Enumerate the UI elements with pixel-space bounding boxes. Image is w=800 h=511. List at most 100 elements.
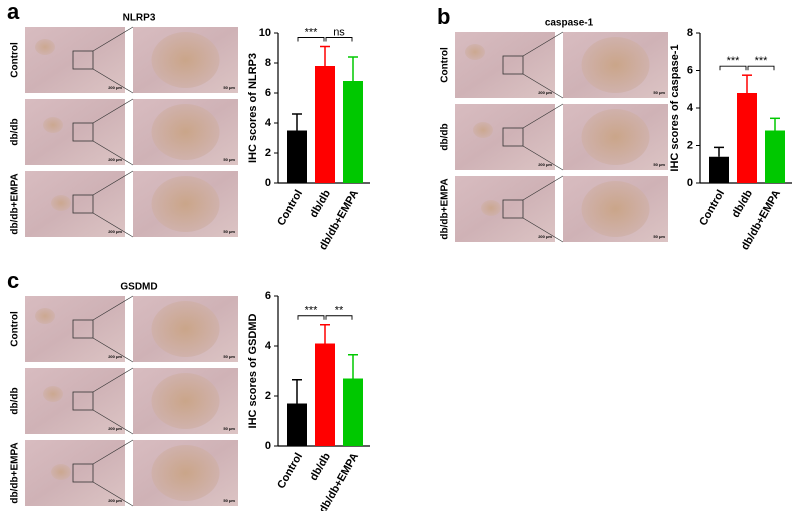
significance-label: *** (755, 55, 769, 67)
scale-bar-label: 200 μm (538, 90, 552, 95)
micrograph-overview (25, 99, 125, 165)
islet (581, 37, 650, 93)
x-tick-label: Control (697, 188, 727, 228)
significance-bracket (747, 65, 775, 71)
zoom-line (522, 73, 564, 99)
zoom-box (72, 50, 94, 70)
image-title: NLRP3 (123, 13, 156, 24)
zoom-line (92, 481, 134, 507)
y-tick-label: 2 (265, 147, 271, 159)
row-label: Control (10, 42, 21, 78)
zoom-line (522, 103, 564, 129)
panel-label: b (437, 4, 450, 29)
row-label: db/db (10, 387, 21, 414)
zoom-box (502, 199, 524, 219)
scale-bar-label: 200 μm (108, 498, 122, 503)
error-bar (348, 56, 358, 81)
y-tick-label: 2 (687, 139, 693, 151)
bar (315, 66, 335, 183)
panel-label: c (7, 268, 19, 293)
tissue-region (481, 200, 501, 216)
significance-bracket (297, 37, 325, 42)
zoom-line (522, 145, 564, 171)
scale-bar-label: 50 μm (653, 90, 665, 95)
zoom-line (92, 295, 134, 321)
zoom-line (92, 26, 134, 52)
scale-bar-label: 200 μm (108, 354, 122, 359)
zoom-line (92, 68, 134, 94)
row-label: db/db+EMPA (10, 173, 21, 234)
micrograph-overview (455, 32, 555, 98)
bar (737, 93, 757, 183)
panel-label: a (7, 0, 20, 24)
error-bar (348, 354, 358, 379)
zoom-box (502, 55, 524, 75)
zoom-box (72, 122, 94, 142)
x-tick-label: db/db (308, 188, 333, 220)
row-label: db/db+EMPA (10, 442, 21, 503)
micrograph-overview (25, 440, 125, 506)
bar (765, 130, 785, 183)
zoom-box (72, 391, 94, 411)
islet (581, 109, 650, 165)
micrograph-overview (25, 368, 125, 434)
bar (709, 156, 729, 183)
zoom-line (92, 439, 134, 465)
y-axis-label: IHC scores of NLRP3 (247, 53, 259, 163)
image-title: GSDMD (120, 282, 157, 293)
bar (287, 403, 307, 446)
scale-bar-label: 50 μm (223, 426, 235, 431)
tissue-region (35, 308, 55, 324)
error-bar (292, 379, 302, 404)
zoom-line (522, 217, 564, 243)
y-tick-label: 4 (687, 102, 694, 114)
islet (151, 176, 220, 232)
error-bar (714, 146, 724, 157)
tissue-region (35, 39, 55, 55)
tissue-region (473, 122, 493, 138)
zoom-line (92, 98, 134, 124)
zoom-box (72, 319, 94, 339)
micrograph-overview (25, 27, 125, 93)
y-tick-label: 4 (265, 117, 272, 129)
tissue-region (51, 464, 71, 480)
significance-bracket (325, 315, 353, 320)
significance-label: *** (305, 26, 319, 38)
y-axis-label: IHC scores of GSDMD (247, 313, 259, 428)
tissue-region (43, 117, 63, 133)
micrograph-overview (25, 296, 125, 362)
error-bar (742, 74, 752, 93)
zoom-box (72, 194, 94, 214)
y-tick-label: 0 (265, 440, 271, 452)
scale-bar-label: 200 μm (108, 85, 122, 90)
significance-label: ns (333, 26, 345, 38)
zoom-line (92, 367, 134, 393)
zoom-line (92, 409, 134, 435)
bar (287, 130, 307, 183)
scale-bar-label: 200 μm (538, 234, 552, 239)
significance-bracket (325, 37, 353, 42)
scale-bar-label: 200 μm (538, 162, 552, 167)
bar (343, 81, 363, 183)
scale-bar-label: 50 μm (223, 157, 235, 162)
micrograph-overview (455, 104, 555, 170)
row-label: db/db+EMPA (440, 178, 451, 239)
y-tick-label: 8 (687, 27, 693, 39)
zoom-line (92, 140, 134, 166)
islet (151, 445, 220, 501)
significance-bracket (297, 315, 325, 320)
error-bar (292, 113, 302, 131)
x-tick-label: db/db (308, 451, 333, 483)
islet (151, 104, 220, 160)
micrograph-overview (25, 171, 125, 237)
image-title: caspase-1 (545, 18, 594, 29)
scale-bar-label: 50 μm (223, 229, 235, 234)
zoom-line (522, 31, 564, 57)
micrograph-overview (455, 176, 555, 242)
zoom-line (92, 170, 134, 196)
significance-label: *** (727, 55, 741, 67)
scale-bar-label: 200 μm (108, 229, 122, 234)
y-axis-label: IHC scores of caspase-1 (669, 44, 681, 171)
row-label: db/db (10, 118, 21, 145)
